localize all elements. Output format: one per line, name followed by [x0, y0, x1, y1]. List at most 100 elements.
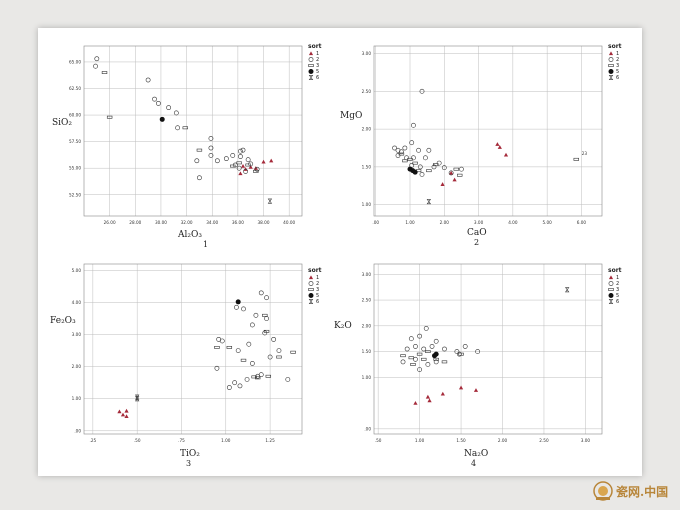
- panel-4-ytick-label: 2.00: [362, 323, 372, 328]
- panel-1-point-sort-1: [269, 158, 274, 163]
- panel-2-point-sort-3: [402, 159, 408, 163]
- panel-2-point-sort-3: [407, 157, 413, 161]
- panel-3-point-sort-2: [249, 361, 255, 366]
- panel-2-plot-area: [373, 45, 603, 217]
- panel-1-point-sort-1: [240, 163, 246, 168]
- panel-4-point-sort-2: [404, 346, 410, 352]
- panel-2-ytick-label: 2.50: [362, 89, 372, 94]
- panel-2-legend-marker-6: [608, 75, 614, 80]
- panel-2-point-sort-2: [399, 149, 404, 155]
- panel-3-point-sort-2: [241, 306, 246, 312]
- panel-4-point-sort-2: [421, 346, 427, 352]
- panel-4-point-sort-2: [423, 325, 429, 331]
- panel-3-point-sort-6: [134, 396, 140, 402]
- panel-2-point-sort-5: [412, 169, 418, 175]
- panel-4-point-sort-1: [458, 385, 464, 390]
- panel-3-tio2-vs-fe2o3: Fe₂O₃ TiO₂ 3 .25 .50 .75 1.00 1.25 .00 1.00 2.0…: [48, 258, 330, 472]
- panel-2-point-sort-2: [411, 155, 416, 161]
- panel-1-point-sort-3: [253, 169, 259, 173]
- panel-3-legend-title: sort: [308, 267, 322, 274]
- panel-2-annotation: 23: [582, 151, 588, 156]
- panel-2-point-sort-2: [448, 170, 454, 176]
- panel-2-point-sort-1: [449, 170, 454, 175]
- panel-4-point-sort-5: [433, 351, 439, 357]
- panel-3-frame: [48, 258, 330, 472]
- panel-3-point-sort-2: [276, 348, 282, 354]
- panel-1-point-sort-3: [101, 71, 108, 74]
- panel-3-point-sort-3: [240, 358, 247, 362]
- panel-4-point-sort-2: [442, 346, 447, 352]
- panel-4-legend-marker-5: [608, 293, 614, 298]
- panel-3-legend-marker-2: [308, 281, 314, 286]
- panel-4-legend-label-2: 2: [616, 281, 619, 287]
- panel-3-legend-label-2: 2: [316, 281, 319, 287]
- panel-3-xtick-label: 1.00: [221, 438, 231, 443]
- panel-1-point-sort-2: [94, 56, 100, 62]
- panel-2-point-sort-2: [459, 166, 464, 172]
- panel-1-legend-label-3: 3: [316, 63, 319, 69]
- panel-3-point-sort-2: [253, 312, 259, 318]
- panel-2-point-sort-2: [417, 164, 423, 170]
- panel-3-point-sort-1: [124, 408, 129, 413]
- panel-2-xtick-label: 5.00: [542, 220, 552, 225]
- panel-2-legend-label-6: 6: [616, 75, 619, 81]
- panel-2-point-sort-2: [416, 147, 421, 153]
- panel-1-point-sort-2: [208, 136, 214, 141]
- panel-1-legend-label-5: 5: [316, 69, 319, 75]
- panel-4-point-sort-3: [400, 354, 406, 358]
- panel-2-point-sort-6: [426, 199, 432, 205]
- panel-4-point-sort-3: [441, 360, 448, 364]
- panel-4-point-sort-2: [417, 333, 422, 339]
- panel-1-point-sort-2: [166, 105, 172, 111]
- panel-2-xtick-label: 4.00: [508, 220, 518, 225]
- panel-1-xtick-label: 30.00: [155, 220, 167, 225]
- panel-4-point-sort-1: [473, 388, 479, 392]
- panel-1-ytick-label: 55.00: [69, 166, 81, 171]
- panel-1-ytick-label: 62.50: [69, 86, 81, 91]
- panel-3-point-sort-2: [267, 354, 273, 360]
- panel-3-point-sort-2: [226, 385, 232, 390]
- panel-4-xtick-label: 1.50: [456, 438, 466, 443]
- panel-4-legend-label-1: 1: [616, 275, 619, 281]
- panel-3-point-sort-2: [249, 322, 255, 328]
- panel-2-point-sort-2: [431, 164, 437, 170]
- panel-2-point-sort-2: [402, 145, 408, 151]
- panel-4-ylabel: K₂O: [334, 321, 352, 331]
- panel-3-point-sort-3: [276, 355, 282, 359]
- panel-3-point-sort-2: [219, 338, 225, 344]
- panel-1-xtick-label: 38.00: [258, 220, 270, 225]
- panel-3-ytick-label: 2.00: [72, 364, 82, 369]
- panel-4-point-sort-1: [427, 398, 432, 403]
- panel-3-number: 3: [186, 459, 191, 468]
- panel-1-legend-marker-3: [308, 64, 314, 67]
- panel-2-point-sort-2: [395, 153, 401, 158]
- panel-1-legend-marker-5: [308, 69, 314, 74]
- panel-4-point-sort-2: [456, 351, 462, 357]
- panel-3-point-sort-2: [244, 377, 250, 382]
- panel-2-xtick-label: 2.00: [440, 220, 450, 225]
- panel-3-point-sort-2: [246, 341, 252, 347]
- panel-1-point-sort-1: [238, 171, 243, 176]
- panel-3-point-sort-2: [264, 295, 269, 301]
- panel-2-ytick-label: 2.00: [362, 127, 372, 132]
- panel-1-point-sort-2: [152, 96, 157, 102]
- panel-3-point-sort-3: [214, 345, 220, 349]
- panel-2-ylabel: MgO: [340, 111, 362, 121]
- panel-2-point-sort-1: [440, 182, 445, 186]
- panel-1-point-sort-2: [238, 148, 243, 154]
- panel-2-legend-marker-5: [608, 69, 614, 74]
- panel-4-ytick-label: 3.00: [362, 272, 372, 277]
- panel-1-legend-label-6: 6: [316, 75, 319, 81]
- panel-1-point-sort-1: [248, 165, 253, 169]
- panel-1-legend-title: sort: [308, 43, 322, 50]
- panel-1-point-sort-2: [230, 153, 236, 158]
- panel-1-point-sort-3: [182, 126, 189, 130]
- panel-3-point-sort-2: [235, 348, 241, 354]
- panel-1-point-sort-2: [208, 153, 214, 158]
- panel-4-ytick-label: 2.50: [362, 298, 372, 303]
- panel-2-ytick-label: 1.50: [362, 164, 372, 169]
- panel-3-point-sort-3: [263, 329, 270, 333]
- panel-2-cao-vs-mgo: MgO CaO 2 .00 1.00 2.00 3.00 4.00 5.00 6.00 1.0…: [340, 34, 632, 250]
- panel-4-legend-label-5: 5: [616, 293, 619, 299]
- panel-1-xtick-label: 34.00: [206, 220, 218, 225]
